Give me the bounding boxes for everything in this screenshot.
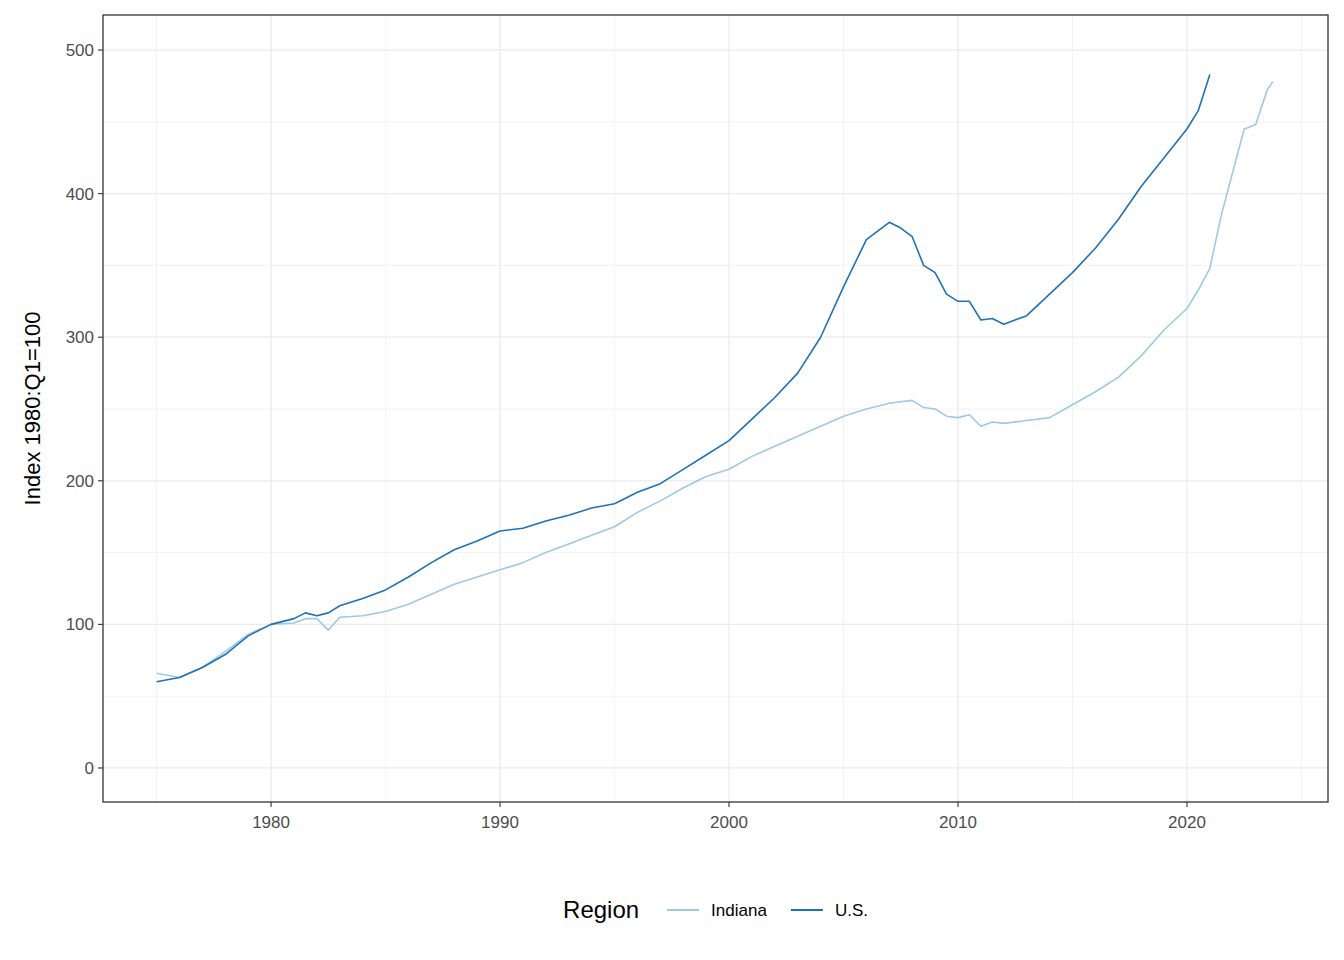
grid-line bbox=[103, 480, 1328, 481]
y-tick bbox=[98, 767, 103, 768]
grid-line bbox=[270, 15, 271, 802]
y-tick bbox=[98, 480, 103, 481]
legend-key bbox=[667, 909, 699, 911]
y-tick bbox=[98, 337, 103, 338]
y-tick-label: 400 bbox=[66, 185, 94, 204]
grid-line bbox=[103, 49, 1328, 50]
x-tick bbox=[1186, 802, 1187, 807]
x-tick bbox=[271, 802, 272, 807]
minor-grid bbox=[103, 552, 1328, 553]
legend: Region Indiana U.S. bbox=[563, 896, 868, 923]
series-line bbox=[157, 74, 1210, 681]
minor-grid bbox=[1072, 15, 1073, 802]
legend-title: Region bbox=[563, 896, 639, 923]
legend-key bbox=[791, 909, 823, 911]
x-tick-label: 1980 bbox=[252, 813, 290, 832]
plot-background bbox=[103, 15, 1328, 802]
minor-grid bbox=[103, 696, 1328, 697]
grid-line bbox=[957, 15, 958, 802]
grid-line bbox=[499, 15, 500, 802]
x-tick bbox=[728, 802, 729, 807]
grid-line bbox=[1186, 15, 1187, 802]
x-tick bbox=[957, 802, 958, 807]
x-tick bbox=[499, 802, 500, 807]
series-line bbox=[157, 82, 1273, 678]
minor-grid bbox=[156, 15, 157, 802]
minor-grid bbox=[103, 121, 1328, 122]
x-tick-label: 2000 bbox=[710, 813, 748, 832]
y-tick bbox=[98, 624, 103, 625]
x-tick-label: 2010 bbox=[939, 813, 977, 832]
series-group bbox=[157, 74, 1273, 681]
axes: 0 100 200 300 400 500 1980 1990 2000 2010 2020 bbox=[66, 41, 1206, 832]
grid-line bbox=[103, 767, 1328, 768]
y-tick bbox=[98, 193, 103, 194]
minor-grid bbox=[843, 15, 844, 802]
legend-label: Indiana bbox=[711, 901, 767, 920]
grid bbox=[103, 15, 1328, 802]
y-tick bbox=[98, 49, 103, 50]
chart: 0 100 200 300 400 500 1980 1990 2000 2010 2020 Inde… bbox=[0, 0, 1344, 960]
y-tick-label: 300 bbox=[66, 328, 94, 347]
minor-grid bbox=[103, 409, 1328, 410]
grid-line bbox=[728, 15, 729, 802]
y-tick-label: 200 bbox=[66, 472, 94, 491]
minor-grid bbox=[614, 15, 615, 802]
y-axis-label: Index 1980:Q1=100 bbox=[20, 312, 45, 506]
y-tick-label: 500 bbox=[66, 41, 94, 60]
x-tick-label: 2020 bbox=[1168, 813, 1206, 832]
legend-label: U.S. bbox=[835, 901, 868, 920]
minor-grid bbox=[385, 15, 386, 802]
minor-grid bbox=[103, 265, 1328, 266]
plot-frame bbox=[103, 15, 1328, 802]
grid-line bbox=[103, 337, 1328, 338]
y-tick-label: 0 bbox=[85, 759, 94, 778]
grid-line bbox=[103, 193, 1328, 194]
x-tick-label: 1990 bbox=[481, 813, 519, 832]
minor-grid bbox=[1301, 15, 1302, 802]
y-tick-label: 100 bbox=[66, 615, 94, 634]
